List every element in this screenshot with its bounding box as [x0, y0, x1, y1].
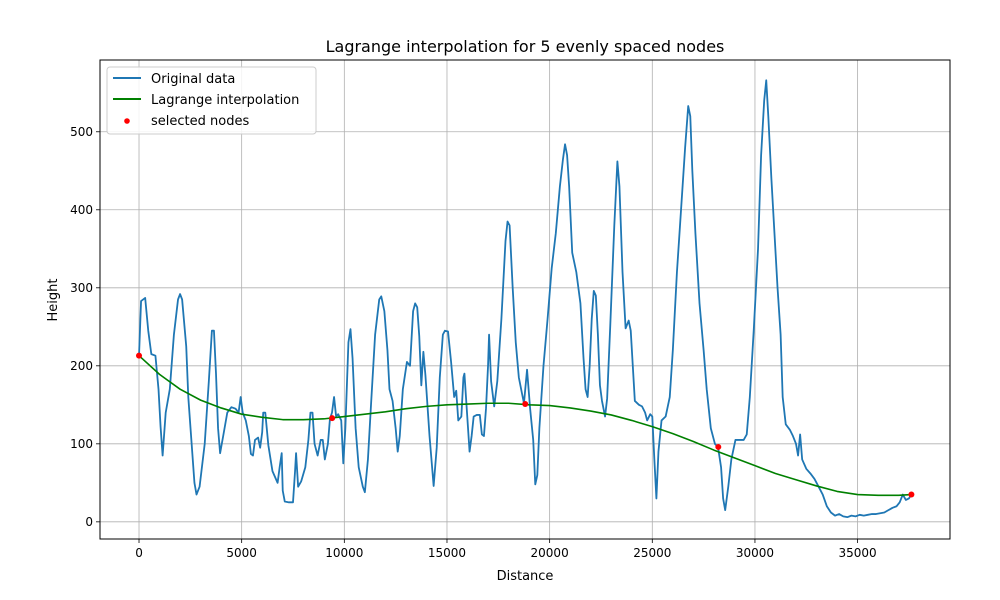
legend-box [106, 66, 317, 135]
selected-node-point [329, 415, 336, 422]
y-tick-label: 400 [70, 203, 93, 217]
y-tick-label: 500 [70, 125, 93, 139]
grid-lines [100, 60, 950, 539]
axis-ticks: 0 5000 10000 15000 20000 25000 30000 35000 0 100 2… [70, 125, 877, 560]
series-lagrange-interpolation [138, 355, 912, 497]
plot-frame [99, 59, 951, 540]
legend-label-nodes: selected nodes [151, 114, 249, 129]
y-tick-label: 100 [70, 437, 93, 451]
x-tick-label: 10000 [325, 546, 363, 560]
y-axis-title: Height [46, 279, 61, 322]
x-tick-label: 20000 [531, 546, 569, 560]
y-tick-label: 200 [70, 359, 93, 373]
legend-label-lagrange: Lagrange interpolation [151, 93, 299, 108]
y-tick-label: 300 [70, 281, 93, 295]
selected-node-point [715, 443, 722, 450]
chart-title: Lagrange interpolation for 5 evenly spac… [326, 37, 725, 56]
series-layer [138, 79, 913, 519]
legend-swatch-nodes [124, 118, 130, 124]
x-tick-label: 15000 [428, 546, 466, 560]
selected-node-point [908, 491, 915, 498]
x-tick-label: 0 [135, 546, 143, 560]
selected-nodes [136, 352, 915, 498]
x-tick-label: 35000 [839, 546, 877, 560]
legend-label-original: Original data [151, 72, 235, 87]
selected-node-point [522, 401, 529, 408]
x-tick-label: 25000 [633, 546, 671, 560]
legend: Original data Lagrange interpolation sel… [106, 66, 317, 135]
selected-node-point [136, 352, 143, 359]
series-original-data [138, 79, 913, 519]
x-axis-title: Distance [497, 569, 554, 584]
x-tick-label: 5000 [226, 546, 257, 560]
x-tick-label: 30000 [736, 546, 774, 560]
y-tick-label: 0 [85, 515, 93, 529]
